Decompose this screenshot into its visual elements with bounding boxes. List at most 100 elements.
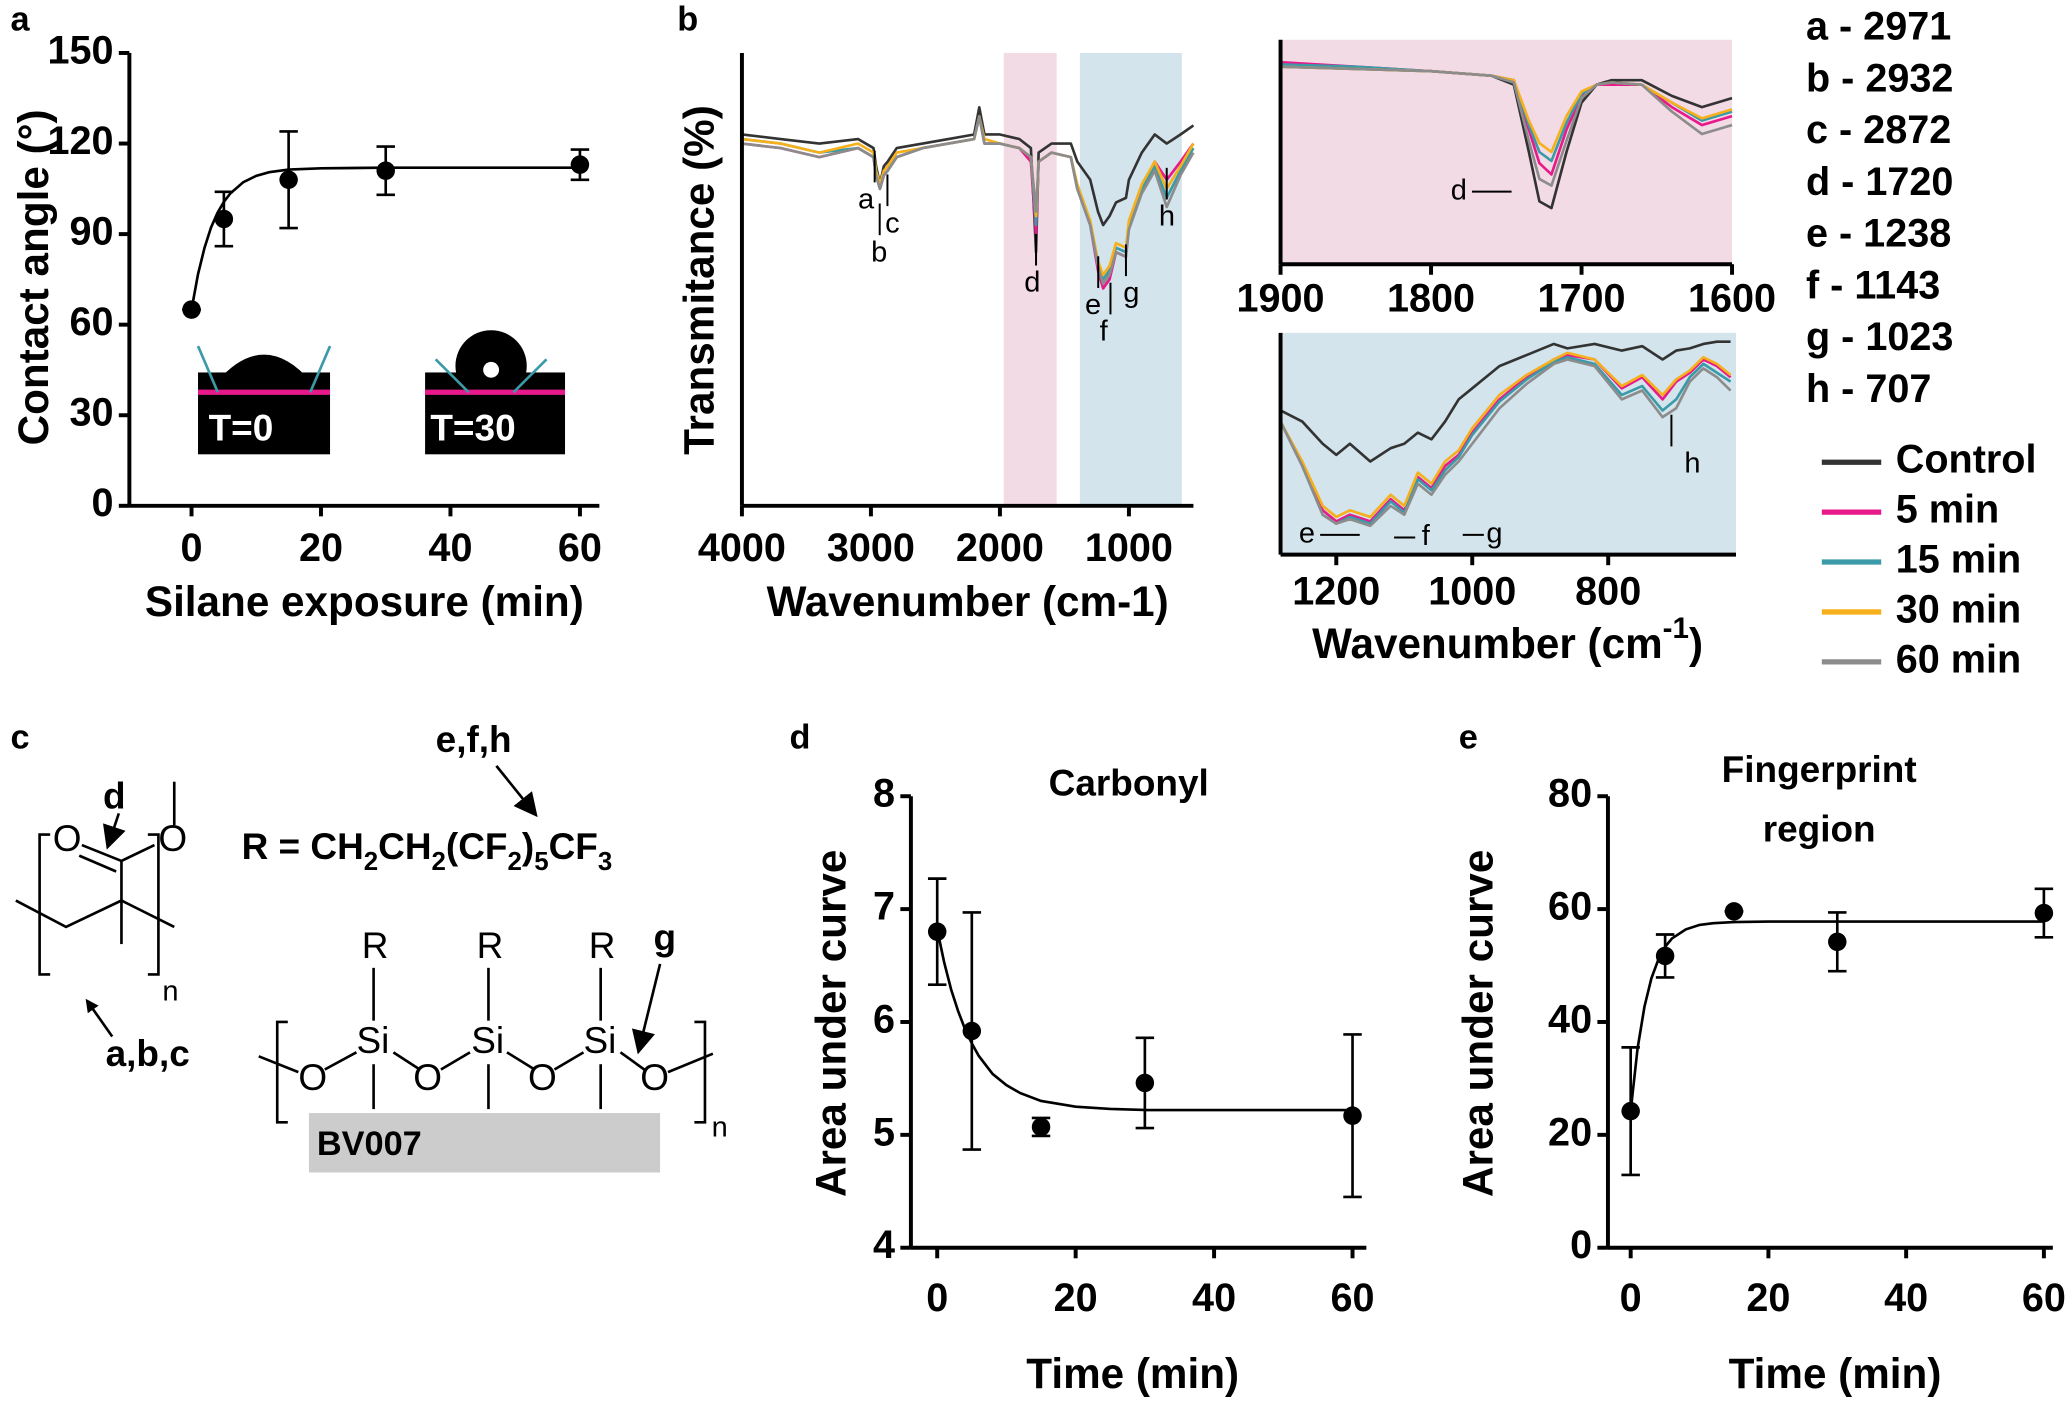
x-tick-label: 40 — [1884, 1276, 1928, 1320]
atom: O — [158, 818, 187, 859]
text-part: CH — [378, 826, 431, 867]
y-tick-label: 5 — [873, 1110, 895, 1154]
x-tick-label: 20 — [1746, 1276, 1790, 1320]
spectrum — [1279, 353, 1732, 523]
y-tick-label: 60 — [69, 300, 113, 344]
peak-label: e — [1299, 518, 1315, 550]
peak-label: g — [1123, 277, 1139, 309]
x-tick-label: 1000 — [1428, 570, 1516, 614]
formula: R = CH2CH2(CF2)5CF3 — [242, 826, 613, 876]
x-axis-label: Wavenumber (cm-1) — [1312, 612, 1703, 667]
x-tick-label: 20 — [299, 526, 343, 570]
peak-list-item: a - 2971 — [1806, 5, 1951, 49]
chart-title: Fingerprint — [1722, 749, 1917, 790]
point — [1031, 1117, 1051, 1137]
x-axis-label: Wavenumber (cm-1) — [767, 578, 1169, 625]
x-tick-label: 1700 — [1537, 277, 1625, 321]
spectrum — [1279, 358, 1732, 528]
x-tick-label: 0 — [926, 1276, 948, 1320]
text-part: ) — [1689, 620, 1703, 667]
chart-title: Carbonyl — [1049, 762, 1209, 803]
y-tick-label: 60 — [1548, 885, 1592, 929]
y-axis-label: Area under curve — [807, 850, 854, 1197]
x-axis-label: Time (min) — [1026, 1350, 1239, 1397]
peak-label: c — [885, 207, 900, 239]
peak-list-item: f - 1143 — [1806, 263, 1940, 307]
x-axis-label: Time (min) — [1729, 1350, 1942, 1397]
x-tick-label: 1600 — [1688, 277, 1776, 321]
atom: R — [589, 925, 616, 966]
legend-label: 60 min — [1896, 637, 2021, 681]
bracket — [694, 1020, 707, 1124]
spectrum — [1279, 351, 1732, 519]
point — [1343, 1106, 1362, 1125]
fit-curve — [935, 929, 1353, 1112]
substrate-label: BV007 — [317, 1125, 422, 1163]
script: 2 — [432, 848, 446, 876]
y-tick-label: 0 — [1570, 1223, 1592, 1267]
peak-label: d — [1451, 174, 1467, 206]
tangent — [512, 358, 548, 394]
panel-label: e — [1459, 719, 1478, 757]
y-axis-label: Area under curve — [1454, 850, 1501, 1197]
inset-label: T=30 — [430, 407, 515, 448]
peak-label: b — [871, 236, 887, 268]
y-axis-label: Transmitance (%) — [675, 105, 722, 455]
bond — [506, 1051, 536, 1071]
tangent — [434, 358, 470, 394]
atom: O — [528, 1057, 557, 1098]
point — [214, 209, 234, 229]
point — [182, 300, 201, 319]
peak-list-item: h - 707 — [1806, 367, 1931, 411]
y-tick-label: 6 — [873, 997, 895, 1041]
y-tick-label: 120 — [47, 119, 113, 163]
plot-background — [1280, 39, 1733, 265]
point — [1655, 946, 1675, 966]
bond — [667, 1052, 714, 1074]
highlight-region — [1003, 52, 1057, 506]
script: -1 — [1663, 612, 1689, 645]
x-axis-label: Silane exposure (min) — [145, 578, 584, 625]
bond — [324, 1051, 358, 1071]
point — [279, 170, 298, 190]
bracket — [38, 833, 51, 976]
label: g — [653, 917, 676, 958]
y-tick-label: 20 — [1548, 1110, 1592, 1154]
text-part: CF — [549, 826, 598, 867]
atom: O — [53, 818, 82, 859]
x-tick-label: 60 — [1330, 1276, 1374, 1320]
tangent — [196, 345, 220, 393]
label: d — [103, 776, 126, 817]
x-tick-label: 1900 — [1237, 277, 1325, 321]
point — [1135, 1073, 1155, 1093]
script: 5 — [534, 848, 548, 876]
spectrum — [1279, 355, 1732, 525]
x-tick-label: 800 — [1575, 570, 1641, 614]
panel-label: a — [11, 0, 31, 38]
point — [570, 155, 590, 174]
script: 2 — [508, 848, 522, 876]
atom: Si — [584, 1020, 617, 1061]
x-tick-label: 4000 — [698, 526, 786, 570]
y-tick-label: 4 — [873, 1223, 895, 1267]
y-tick-label: 8 — [873, 772, 895, 816]
y-tick-label: 80 — [1548, 772, 1592, 816]
droplet — [208, 354, 320, 393]
atom: R — [362, 925, 389, 966]
y-tick-label: 7 — [873, 885, 895, 929]
peak-list-item: c - 2872 — [1806, 108, 1951, 152]
point — [927, 922, 947, 941]
legend-label: Control — [1896, 438, 2037, 482]
bracket — [275, 1020, 288, 1124]
highlight-region — [1079, 52, 1182, 506]
arrow — [85, 998, 114, 1038]
x-tick-label: 1000 — [1085, 526, 1173, 570]
y-tick-label: 90 — [69, 210, 113, 254]
script: 2 — [364, 848, 378, 876]
bond — [392, 1051, 421, 1071]
point — [1724, 902, 1744, 921]
atom: O — [640, 1057, 669, 1098]
x-tick-label: 3000 — [827, 526, 915, 570]
droplet-highlight — [483, 361, 500, 378]
subscript: n — [712, 1112, 728, 1144]
